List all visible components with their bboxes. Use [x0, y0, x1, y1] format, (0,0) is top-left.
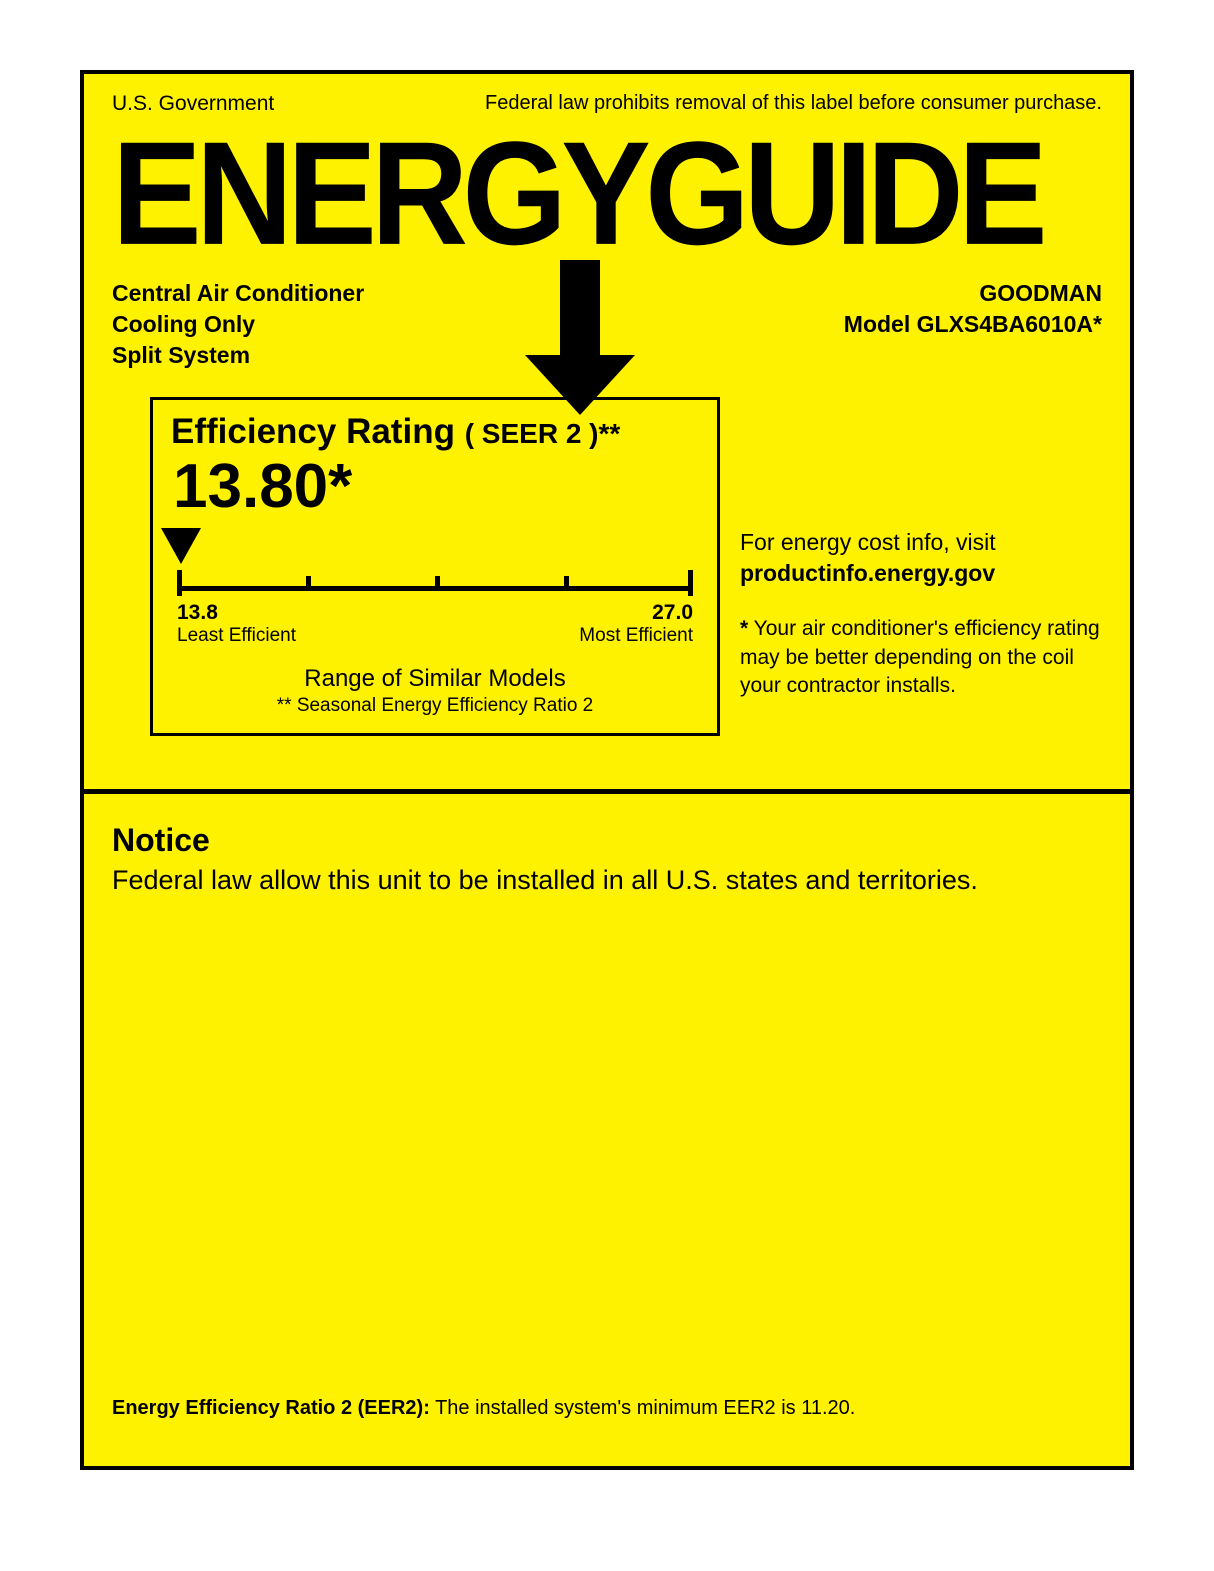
notice-body: Federal law allow this unit to be instal…	[112, 863, 1102, 898]
brand-info: GOODMAN Model GLXS4BA6010A*	[844, 278, 1102, 371]
scale-tick	[435, 576, 440, 586]
efficiency-note: * Your air conditioner's efficiency rati…	[740, 615, 1102, 700]
rating-title-paren: ( SEER 2 )**	[465, 418, 621, 449]
energyguide-label: U.S. Government Federal law prohibits re…	[80, 70, 1134, 1470]
brand-model: Model GLXS4BA6010A*	[844, 309, 1102, 340]
scale-line	[177, 586, 693, 591]
rating-value: 13.80*	[173, 456, 699, 518]
scale-tick	[688, 570, 693, 596]
range-subtitle: ** Seasonal Energy Efficiency Ratio 2	[171, 695, 699, 717]
scale-value-labels: 13.8 27.0	[177, 601, 693, 625]
energyguide-logo-text: ENERGYGUIDE	[112, 120, 1062, 267]
footer-bold: Energy Efficiency Ratio 2 (EER2):	[112, 1397, 430, 1419]
efficiency-scale: 13.8 27.0 Least Efficient Most Efficient	[177, 586, 693, 647]
scale-min-value: 13.8	[177, 601, 218, 625]
scale-text-labels: Least Efficient Most Efficient	[177, 625, 693, 647]
arrow-down-icon	[520, 260, 640, 420]
range-title: Range of Similar Models	[171, 665, 699, 693]
product-line-2: Cooling Only	[112, 309, 364, 340]
product-info: Central Air Conditioner Cooling Only Spl…	[112, 278, 364, 371]
efficiency-rating-box: Efficiency Rating ( SEER 2 )** 13.80*	[150, 397, 720, 736]
side-info: For energy cost info, visit productinfo.…	[740, 397, 1102, 736]
rating-row: Efficiency Rating ( SEER 2 )** 13.80*	[112, 397, 1102, 736]
scale-tick	[177, 570, 182, 596]
scale-max-value: 27.0	[652, 601, 693, 625]
top-section: U.S. Government Federal law prohibits re…	[84, 74, 1130, 794]
bottom-section: Notice Federal law allow this unit to be…	[84, 794, 1130, 1454]
scale-max-label: Most Efficient	[579, 625, 693, 647]
product-line-1: Central Air Conditioner	[112, 278, 364, 309]
scale-tick	[306, 576, 311, 586]
cost-info-url: productinfo.energy.gov	[740, 558, 1102, 589]
rating-title-text: Efficiency Rating	[171, 412, 455, 451]
footer-eer2: Energy Efficiency Ratio 2 (EER2): The in…	[112, 1397, 1102, 1420]
rating-title: Efficiency Rating ( SEER 2 )**	[171, 412, 699, 452]
scale-tick	[564, 576, 569, 586]
footer-rest: The installed system's minimum EER2 is 1…	[430, 1397, 855, 1419]
pointer-down-icon	[161, 528, 201, 566]
brand-name: GOODMAN	[844, 278, 1102, 309]
product-line-3: Split System	[112, 340, 364, 371]
note-text: Your air conditioner's efficiency rating…	[740, 617, 1100, 697]
notice-title: Notice	[112, 822, 1102, 859]
cost-info-line: For energy cost info, visit	[740, 527, 1102, 558]
note-asterisk: *	[740, 617, 748, 640]
scale-min-label: Least Efficient	[177, 625, 296, 647]
logo-wrap: ENERGYGUIDE	[112, 120, 1102, 260]
